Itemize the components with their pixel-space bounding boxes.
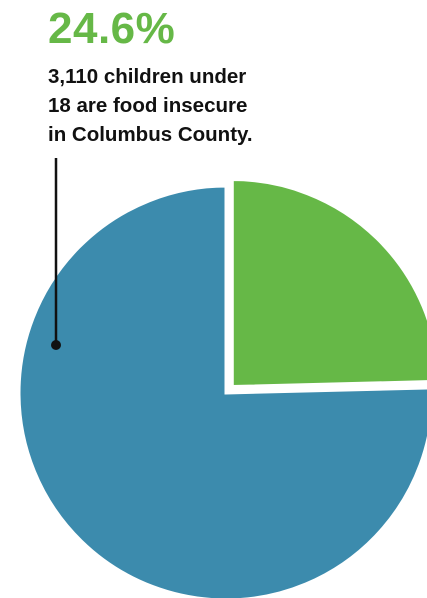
headline-percentage: 24.6% xyxy=(48,4,176,53)
pie-slice-highlighted xyxy=(230,178,427,389)
leader-line-group xyxy=(51,158,61,350)
leader-dot xyxy=(51,340,61,350)
caption-line-2: 18 are food insecure xyxy=(48,94,248,117)
pie-slices xyxy=(17,178,427,598)
pie-slice-remainder xyxy=(17,184,427,598)
caption-line-1: 3,110 children under xyxy=(48,65,247,88)
caption-line-3: in Columbus County. xyxy=(48,123,253,146)
headline-caption: 3,110 children under 18 are food insecur… xyxy=(48,62,253,149)
